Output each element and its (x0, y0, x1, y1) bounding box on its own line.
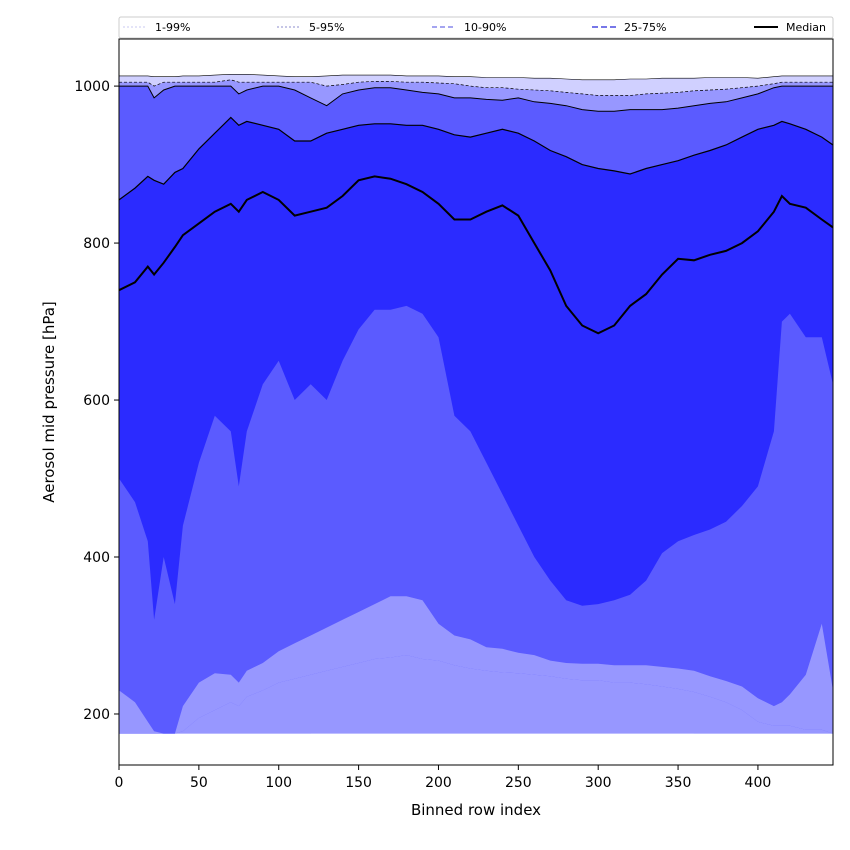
y-tick-label: 1000 (74, 79, 110, 95)
legend: 1-99% 5-95% 10-90% 25-75% Median (118, 16, 834, 39)
y-tick-label: 800 (83, 236, 110, 252)
y-axis-label: Aerosol mid pressure [hPa] (40, 301, 58, 503)
x-tick-label: 150 (345, 775, 372, 791)
y-tick-label: 400 (83, 550, 110, 566)
x-axis-label: Binned row index (411, 801, 541, 819)
plot-frame (118, 38, 834, 766)
x-tick-label: 0 (115, 775, 124, 791)
legend-label: Median (786, 21, 826, 34)
y-tick-label: 200 (83, 707, 110, 723)
x-tick-label: 250 (505, 775, 532, 791)
x-tick-label: 200 (425, 775, 452, 791)
x-tick-label: 400 (745, 775, 772, 791)
x-tick-label: 300 (585, 775, 612, 791)
line-p95 (119, 79, 833, 96)
band-lower-5-25 (119, 596, 833, 734)
line-p90 (119, 85, 833, 112)
legend-label: 25-75% (624, 21, 666, 34)
band-25-75 (119, 117, 833, 620)
x-tick-label: 100 (265, 775, 292, 791)
y-tick-label: 600 (83, 393, 110, 409)
percentile-bands (119, 74, 833, 734)
x-axis: 0 50 100 150 200 250 300 350 400 (115, 765, 772, 791)
legend-label: 10-90% (464, 21, 506, 34)
percentile-lines (118, 74, 834, 335)
x-tick-label: 350 (665, 775, 692, 791)
line-median (118, 175, 834, 335)
y-axis: 200 400 600 800 1000 (74, 79, 119, 723)
x-tick-label: 50 (190, 775, 208, 791)
line-p99 (119, 74, 833, 81)
legend-box (118, 16, 834, 39)
legend-label: 5-95% (309, 21, 344, 34)
line-p75 (118, 116, 834, 201)
legend-label: 1-99% (155, 21, 190, 34)
